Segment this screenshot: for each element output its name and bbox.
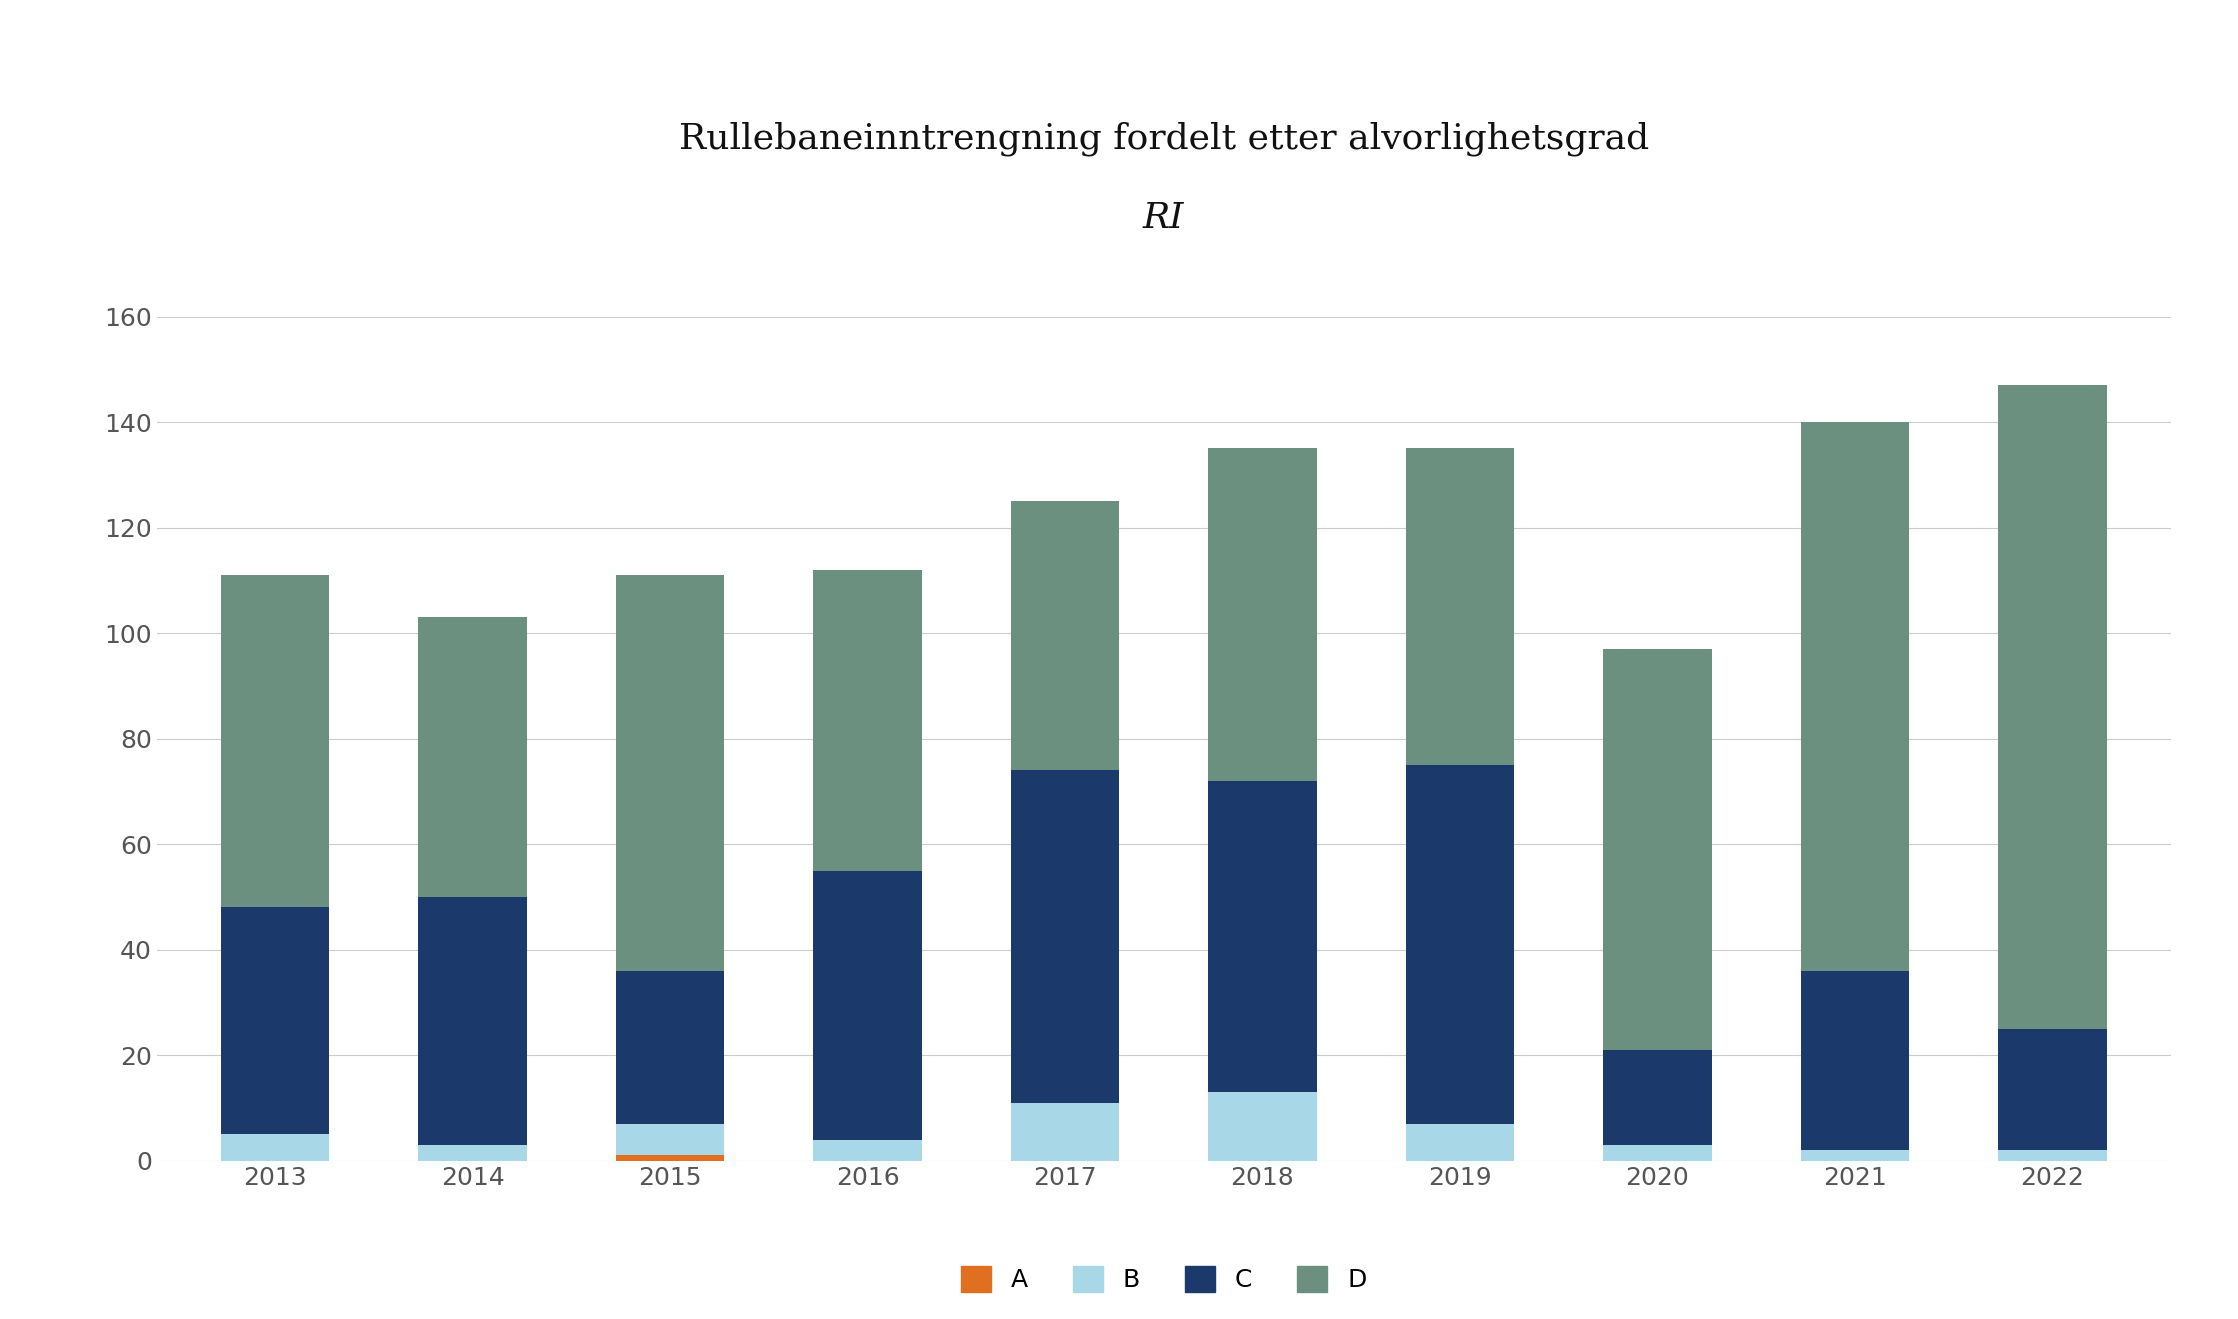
Bar (615, 1124, 725, 1155)
Text: RI: RI (1144, 200, 1184, 235)
Text: Rullebaneinntrengning fordelt etter alvorlighetsgrad: Rullebaneinntrengning fordelt etter alvo… (678, 121, 1649, 156)
Bar (1209, 1092, 1316, 1161)
Bar (1602, 649, 1712, 1050)
Bar (1012, 1103, 1119, 1161)
Bar (1999, 1029, 2106, 1150)
Bar (615, 971, 725, 1124)
Legend: A, B, C, D: A, B, C, D (949, 1253, 1379, 1304)
Bar (1999, 1150, 2106, 1161)
Bar (1405, 448, 1515, 765)
Bar (1012, 501, 1119, 770)
Bar (419, 1145, 526, 1161)
Bar (419, 897, 526, 1145)
Bar (812, 1140, 922, 1161)
Bar (222, 1134, 329, 1161)
Bar (1802, 1150, 1909, 1161)
Bar (1802, 971, 1909, 1150)
Bar (1405, 765, 1515, 1124)
Bar (222, 907, 329, 1134)
Bar (615, 575, 725, 971)
Bar (1602, 1050, 1712, 1145)
Bar (222, 575, 329, 907)
Bar (812, 871, 922, 1140)
Bar (1405, 1124, 1515, 1161)
Bar (419, 617, 526, 897)
Bar (1209, 448, 1316, 781)
Bar (1209, 781, 1316, 1092)
Bar (1012, 770, 1119, 1103)
Bar (1802, 422, 1909, 971)
Bar (1999, 385, 2106, 1029)
Bar (615, 1155, 725, 1161)
Bar (1602, 1145, 1712, 1161)
Bar (812, 570, 922, 871)
